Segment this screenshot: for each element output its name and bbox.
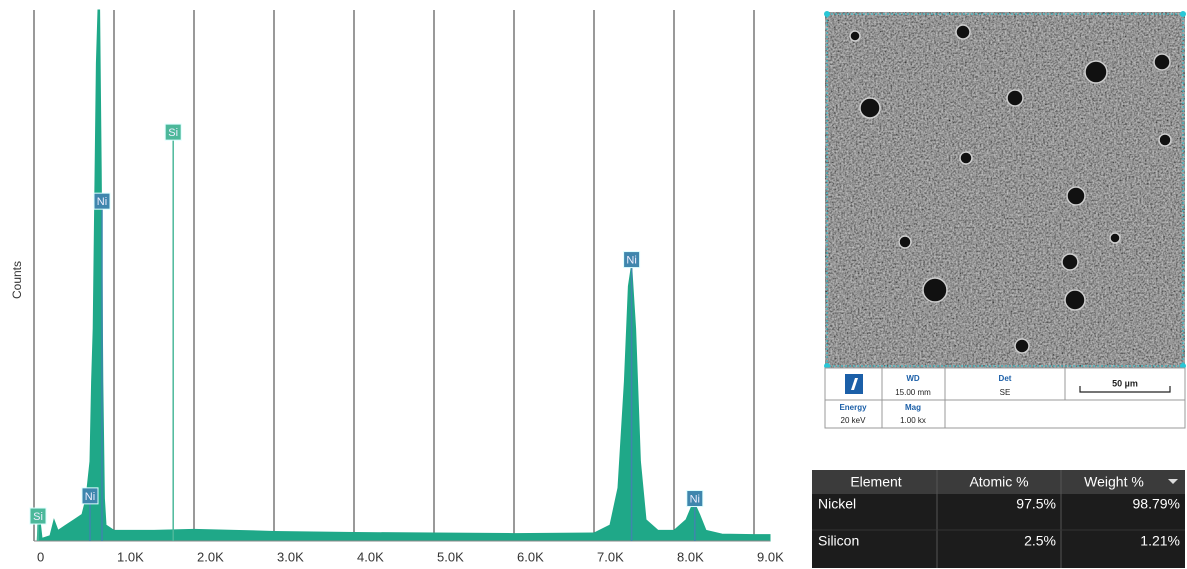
scale-bar-label: 50 µm [1112,378,1138,388]
results-table: Element Atomic % Weight % Nickel 97.5% 9… [812,470,1185,568]
energy-value: 20 keV [841,416,867,425]
x-tick-label: 3.0K [277,549,304,564]
element-marker-label: Ni [690,493,700,505]
x-tick-label: 1.0K [117,549,144,564]
element-marker-label: Si [168,127,178,139]
table-cell: 98.79% [1133,496,1180,512]
det-value: SE [1000,388,1011,397]
wd-value: 15.00 mm [895,388,931,397]
x-tick-label: 6.0K [517,549,544,564]
table-cell: Nickel [818,496,856,512]
element-marker-label: Ni [97,196,107,208]
header-cell[interactable]: Element [850,474,901,490]
x-tick-label: 7.0K [597,549,624,564]
sem-image [824,11,1186,369]
x-tick-label: 9.0K [757,549,784,564]
screen: Counts 0 1.0K 2.0K 3.0K 4.0K 5.0K 6.0K 7.0K 8.0K… [0,0,1187,569]
x-tick-label: 4.0K [357,549,384,564]
x-tick-label: 5.0K [437,549,464,564]
det-label: Det [999,374,1012,383]
x-tick-label: 2.0K [197,549,224,564]
element-marker-label: Ni [626,254,636,266]
y-axis-label: Counts [10,261,24,299]
mag-label: Mag [905,403,921,412]
table-cell: Silicon [818,533,859,549]
header-cell[interactable]: Weight % [1084,474,1144,490]
spectrum-area [34,10,770,541]
page: {"chart_data": {"type": "area", "y_label… [0,0,1187,569]
table-cell: 2.5% [1024,533,1056,549]
x-tick-label: 0 [37,549,44,564]
wd-label: WD [906,374,920,383]
table-cell: 97.5% [1016,496,1056,512]
info-bar: WD 15.00 mm Det SE 50 µm Energy 20 keV M… [825,368,1185,428]
mag-value: 1.00 kx [900,416,926,425]
element-marker-label: Si [33,511,43,523]
table-cell: 1.21% [1140,533,1180,549]
x-tick-label: 8.0K [677,549,704,564]
element-marker-label: Ni [85,491,95,503]
spectrum-plot: 0 1.0K 2.0K 3.0K 4.0K 5.0K 6.0K 7.0K 8.0K 9.0K Si N… [30,10,784,564]
energy-label: Energy [839,403,867,412]
header-cell[interactable]: Atomic % [969,474,1028,490]
